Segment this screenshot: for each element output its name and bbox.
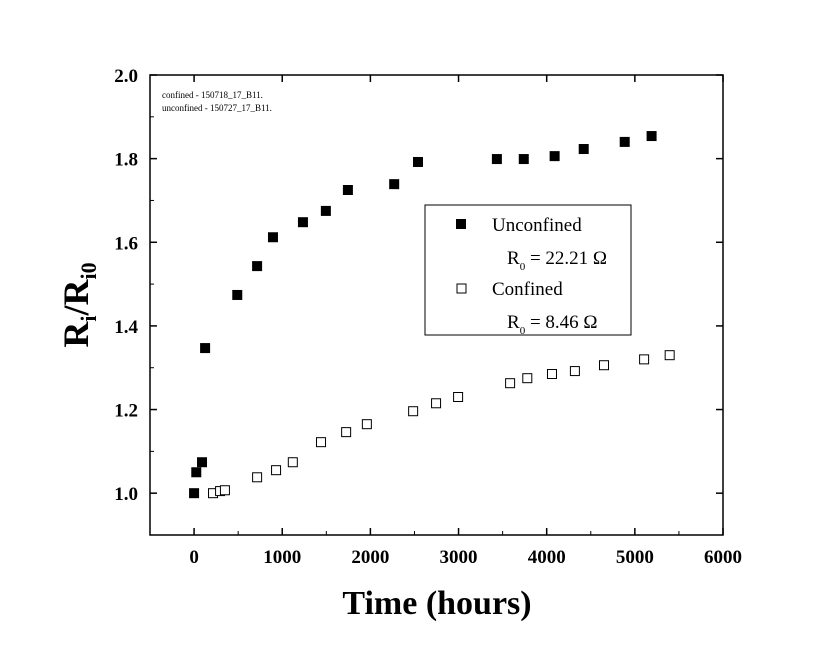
point-confined xyxy=(316,437,327,448)
legend-marker-confined xyxy=(456,283,467,294)
point-unconfined xyxy=(412,156,423,167)
y-tick-label: 1.8 xyxy=(114,150,138,171)
point-confined xyxy=(271,465,282,476)
point-confined xyxy=(569,366,580,377)
legend-r0-confined: R0 = 8.46 Ω xyxy=(507,312,598,337)
point-confined xyxy=(453,392,464,402)
y-tick-label: 1.2 xyxy=(114,401,138,422)
point-confined xyxy=(408,406,419,417)
point-confined xyxy=(341,427,352,438)
x-tick-label: 5000 xyxy=(616,547,654,568)
y-tick-label: 1.0 xyxy=(114,484,138,505)
point-unconfined xyxy=(342,185,353,195)
point-unconfined xyxy=(518,154,529,165)
point-confined xyxy=(505,378,516,389)
y-tick-label: 1.4 xyxy=(114,317,138,338)
y-tick-label: 1.6 xyxy=(114,233,138,254)
point-unconfined xyxy=(191,467,202,478)
point-confined xyxy=(252,472,263,483)
point-unconfined xyxy=(491,154,502,165)
point-unconfined xyxy=(200,343,211,354)
point-confined xyxy=(546,369,557,379)
point-confined xyxy=(639,354,650,365)
point-confined xyxy=(522,373,533,384)
point-confined xyxy=(598,360,609,371)
point-unconfined xyxy=(549,151,560,162)
point-unconfined xyxy=(252,261,263,272)
annotation-confined: confined - 150718_17_B11. xyxy=(162,90,263,100)
point-unconfined xyxy=(320,205,331,216)
point-confined xyxy=(361,419,372,430)
point-unconfined xyxy=(619,136,630,147)
point-confined xyxy=(431,398,442,409)
point-confined xyxy=(219,485,230,496)
x-tick-label: 1000 xyxy=(263,547,301,568)
x-tick-label: 3000 xyxy=(440,547,478,568)
point-unconfined xyxy=(197,457,208,468)
x-tick-label: 6000 xyxy=(704,547,742,568)
plot-area-frame xyxy=(149,74,724,536)
legend-label-confined: Confined xyxy=(492,279,563,300)
point-confined xyxy=(287,457,298,468)
point-unconfined xyxy=(232,289,243,300)
y-axis-label: Ri/Ri0 xyxy=(56,262,101,347)
point-unconfined xyxy=(267,232,278,243)
legend: Unconfined R0 = 22.21 Ω Confined R0 = 8.… xyxy=(424,204,632,337)
point-unconfined xyxy=(297,217,308,228)
x-tick-label: 0 xyxy=(189,547,199,568)
x-tick-label: 2000 xyxy=(351,547,389,568)
point-confined xyxy=(664,350,675,361)
y-tick-label: 2.0 xyxy=(114,66,138,87)
x-axis-label: Time (hours) xyxy=(342,585,531,622)
x-tick-label: 4000 xyxy=(528,547,566,568)
legend-label-unconfined: Unconfined xyxy=(492,215,582,236)
annotation-unconfined: unconfined - 150727_17_B11. xyxy=(162,103,272,113)
legend-marker-unconfined xyxy=(456,219,466,229)
point-unconfined xyxy=(389,179,400,190)
point-unconfined xyxy=(578,144,589,155)
point-unconfined xyxy=(189,488,200,499)
point-unconfined xyxy=(646,131,657,142)
legend-r0-unconfined: R0 = 22.21 Ω xyxy=(507,248,607,273)
